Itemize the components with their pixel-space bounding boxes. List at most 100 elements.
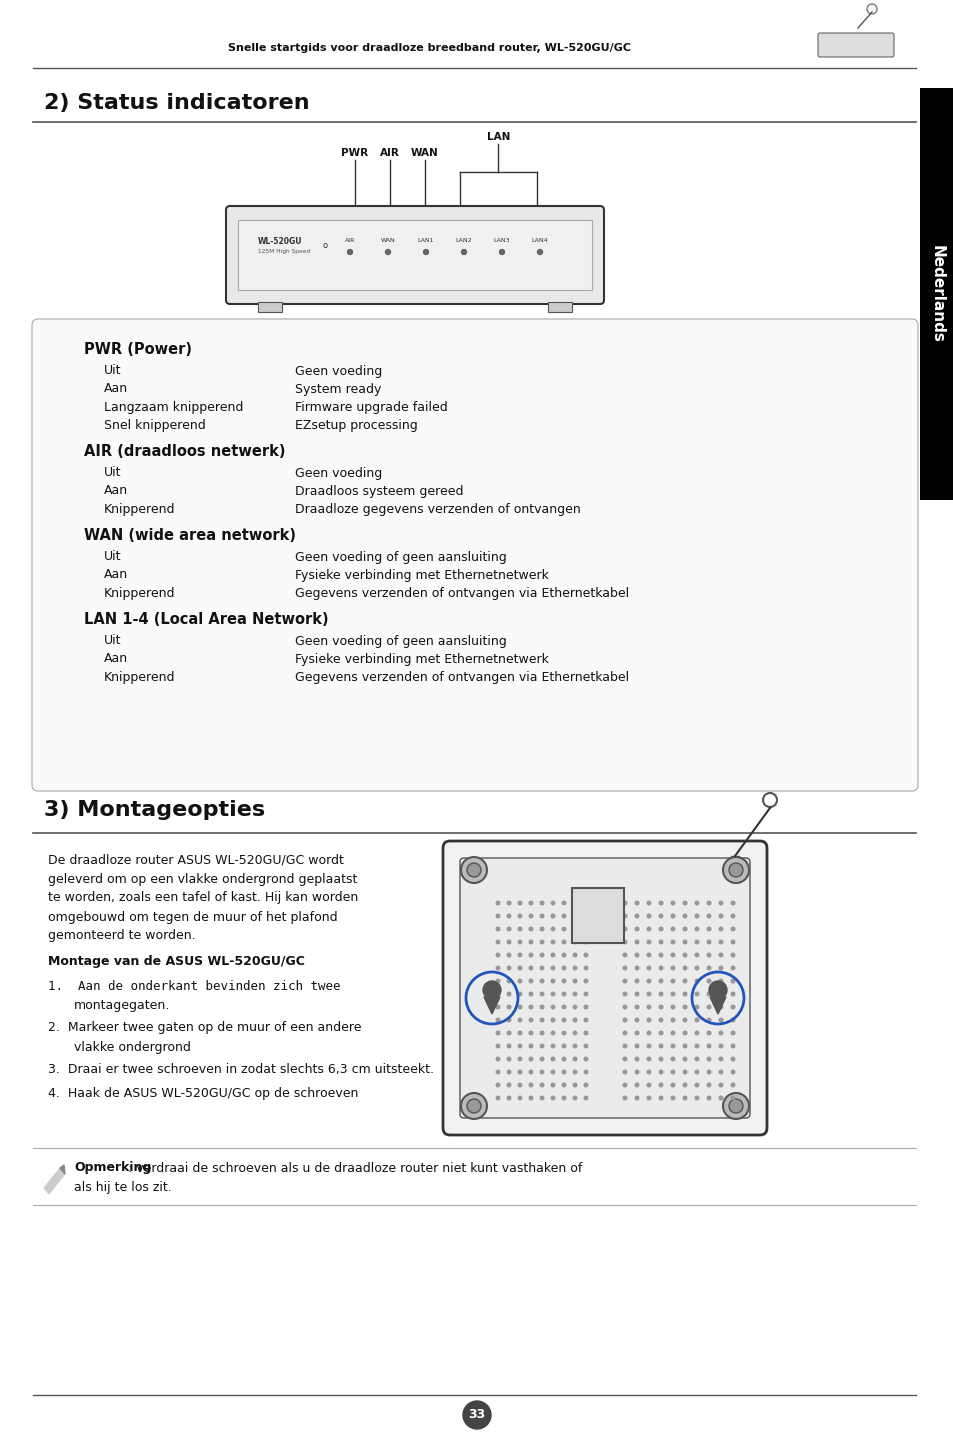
Text: Knipperend: Knipperend	[104, 503, 175, 516]
Circle shape	[499, 249, 504, 255]
Circle shape	[730, 901, 734, 905]
Text: EZsetup processing: EZsetup processing	[294, 418, 417, 431]
Circle shape	[706, 1097, 710, 1100]
Circle shape	[635, 979, 639, 982]
Circle shape	[529, 1097, 532, 1100]
Circle shape	[646, 1070, 650, 1074]
Circle shape	[539, 1044, 543, 1048]
Circle shape	[719, 1031, 722, 1035]
Circle shape	[561, 927, 565, 931]
FancyBboxPatch shape	[817, 33, 893, 57]
Circle shape	[507, 1005, 510, 1008]
Circle shape	[730, 979, 734, 982]
Circle shape	[682, 1057, 686, 1061]
Circle shape	[507, 1018, 510, 1022]
Circle shape	[561, 954, 565, 957]
Circle shape	[529, 1044, 532, 1048]
Circle shape	[573, 1097, 577, 1100]
Circle shape	[719, 1097, 722, 1100]
Circle shape	[507, 992, 510, 995]
Circle shape	[573, 941, 577, 944]
Circle shape	[659, 992, 662, 995]
Circle shape	[573, 901, 577, 905]
Circle shape	[622, 1097, 626, 1100]
Polygon shape	[709, 997, 725, 1014]
Circle shape	[719, 901, 722, 905]
Circle shape	[551, 954, 555, 957]
Circle shape	[695, 979, 698, 982]
Circle shape	[706, 1031, 710, 1035]
Circle shape	[730, 1057, 734, 1061]
Circle shape	[671, 1018, 674, 1022]
Circle shape	[583, 979, 587, 982]
Text: Knipperend: Knipperend	[104, 670, 175, 683]
Circle shape	[706, 914, 710, 918]
Circle shape	[561, 1057, 565, 1061]
Circle shape	[539, 941, 543, 944]
Circle shape	[695, 1031, 698, 1035]
Circle shape	[695, 1097, 698, 1100]
Circle shape	[622, 992, 626, 995]
Circle shape	[573, 1057, 577, 1061]
Text: 125M High Speed: 125M High Speed	[257, 249, 310, 255]
Text: Nederlands: Nederlands	[928, 245, 943, 342]
Circle shape	[561, 1070, 565, 1074]
Circle shape	[706, 992, 710, 995]
Circle shape	[551, 901, 555, 905]
Circle shape	[646, 1083, 650, 1087]
Circle shape	[671, 954, 674, 957]
Circle shape	[719, 979, 722, 982]
Text: : verdraai de schroeven als u de draadloze router niet kunt vasthaken of: : verdraai de schroeven als u de draadlo…	[128, 1161, 581, 1174]
Circle shape	[583, 967, 587, 969]
Circle shape	[659, 1070, 662, 1074]
Circle shape	[671, 967, 674, 969]
Circle shape	[622, 901, 626, 905]
Circle shape	[573, 1044, 577, 1048]
Circle shape	[561, 1018, 565, 1022]
Circle shape	[695, 1057, 698, 1061]
Circle shape	[583, 1044, 587, 1048]
Circle shape	[730, 914, 734, 918]
Circle shape	[695, 1070, 698, 1074]
Circle shape	[646, 979, 650, 982]
Bar	[730, 856, 739, 863]
Text: gemonteerd te worden.: gemonteerd te worden.	[48, 929, 195, 942]
Circle shape	[460, 856, 486, 884]
Circle shape	[635, 914, 639, 918]
Text: te worden, zoals een tafel of kast. Hij kan worden: te worden, zoals een tafel of kast. Hij …	[48, 892, 358, 905]
Circle shape	[573, 1018, 577, 1022]
Circle shape	[730, 1044, 734, 1048]
Circle shape	[646, 992, 650, 995]
Circle shape	[671, 1057, 674, 1061]
Text: Aan: Aan	[104, 382, 128, 395]
Text: als hij te los zit.: als hij te los zit.	[74, 1180, 172, 1193]
Circle shape	[529, 1070, 532, 1074]
Circle shape	[496, 967, 499, 969]
Circle shape	[646, 901, 650, 905]
Circle shape	[517, 1018, 521, 1022]
Text: AIR: AIR	[379, 147, 399, 158]
Circle shape	[507, 914, 510, 918]
Circle shape	[659, 941, 662, 944]
Polygon shape	[44, 1169, 65, 1194]
Circle shape	[467, 1098, 480, 1113]
Text: 2.  Markeer twee gaten op de muur of een andere: 2. Markeer twee gaten op de muur of een …	[48, 1021, 361, 1034]
Circle shape	[706, 1005, 710, 1008]
Text: geleverd om op een vlakke ondergrond geplaatst: geleverd om op een vlakke ondergrond gep…	[48, 872, 357, 885]
Text: Knipperend: Knipperend	[104, 587, 175, 600]
Text: WAN (wide area network): WAN (wide area network)	[84, 527, 295, 543]
Circle shape	[659, 1018, 662, 1022]
Circle shape	[537, 249, 542, 255]
Circle shape	[539, 927, 543, 931]
Circle shape	[551, 1044, 555, 1048]
Circle shape	[517, 1057, 521, 1061]
Circle shape	[622, 1044, 626, 1048]
Circle shape	[695, 1083, 698, 1087]
Circle shape	[467, 863, 480, 876]
Circle shape	[646, 1005, 650, 1008]
Text: Snel knipperend: Snel knipperend	[104, 418, 206, 431]
Circle shape	[706, 1083, 710, 1087]
Text: PWR (Power): PWR (Power)	[84, 341, 192, 357]
Circle shape	[551, 1070, 555, 1074]
Circle shape	[529, 1083, 532, 1087]
